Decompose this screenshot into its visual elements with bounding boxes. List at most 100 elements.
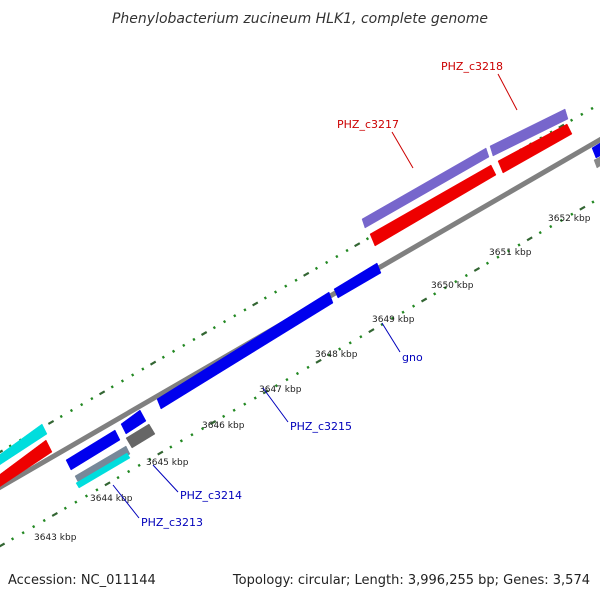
inner-ring-minor-tick (42, 518, 46, 523)
outer-ring-minor-tick (8, 444, 12, 448)
inner-ring-major-tick (209, 420, 217, 425)
inner-ring-minor-tick (127, 469, 131, 474)
inner-ring-minor-tick (433, 292, 437, 296)
outer-ring-minor-tick (243, 308, 247, 312)
inner-ring-minor-tick (411, 304, 416, 308)
gene-feature-gno (333, 262, 382, 299)
outer-ring-minor-tick (90, 397, 94, 401)
inner-ring-major-tick (0, 542, 6, 548)
scale-label: 3651 kbp (489, 248, 532, 258)
outer-ring-minor-tick (569, 118, 574, 122)
outer-ring-major-tick (558, 123, 565, 129)
inner-ring-major-tick (157, 450, 164, 456)
outer-ring-major-tick (98, 390, 106, 396)
inner-ring-minor-tick (253, 396, 257, 400)
gene-feature-red (0, 439, 53, 487)
inner-ring-major-tick (315, 358, 322, 364)
inner-tick-ring (0, 200, 595, 548)
gene-feature-phz-c3218 (489, 108, 569, 157)
inner-ring-minor-tick (190, 433, 194, 437)
gene-label: PHZ_c3218 (441, 60, 503, 73)
inner-ring-minor-tick (454, 280, 458, 284)
scale-label: 3648 kbp (315, 350, 358, 360)
scale-label: 3652 kbp (548, 214, 591, 224)
gene-label-leader (262, 387, 289, 423)
outer-ring-major-tick (0, 449, 4, 454)
gene-feature-cyan (0, 423, 48, 466)
gene-feature-blue (65, 429, 121, 471)
gene-label: PHZ_c3213 (141, 516, 203, 529)
outer-ring-minor-tick (161, 355, 165, 359)
inner-ring-minor-tick (148, 457, 152, 461)
inner-ring-minor-tick (222, 414, 226, 418)
scale-label: 3646 kbp (202, 421, 245, 431)
inner-ring-minor-tick (559, 218, 563, 223)
inner-ring-minor-tick (359, 335, 363, 339)
outer-ring-major-tick (303, 271, 310, 277)
inner-ring-major-tick (51, 511, 58, 517)
gene-features (0, 108, 600, 489)
outer-ring-major-tick (354, 242, 361, 248)
inner-ring-minor-tick (517, 243, 521, 247)
gene-label-leader (497, 73, 518, 111)
gene-label: gno (402, 351, 423, 364)
outer-ring-minor-tick (192, 337, 196, 342)
inner-ring-major-tick (104, 481, 111, 487)
inner-ring-minor-tick (443, 286, 447, 290)
outer-ring-minor-tick (580, 112, 584, 116)
gene-feature-red (497, 123, 573, 174)
gene-label: PHZ_c3217 (337, 118, 399, 131)
outer-ring-major-tick (200, 331, 208, 336)
map-title: Phenylobacterium zucineum HLK1, complete… (112, 11, 488, 27)
inner-ring-minor-tick (200, 427, 205, 431)
inner-ring-minor-tick (570, 212, 574, 216)
scale-label: 3647 kbp (259, 385, 302, 395)
outer-ring-minor-tick (141, 367, 145, 371)
inner-ring-minor-tick (485, 261, 490, 265)
outer-ring-minor-tick (263, 296, 267, 300)
outer-ring-minor-tick (212, 326, 216, 330)
outer-ring-minor-tick (549, 130, 553, 134)
inner-ring-minor-tick (464, 273, 468, 278)
gene-feature-blue-edge (591, 142, 600, 159)
outer-ring-minor-tick (182, 343, 186, 347)
outer-ring-minor-tick (590, 106, 594, 111)
inner-ring-minor-tick (21, 531, 25, 535)
outer-ring-minor-tick (294, 278, 298, 282)
outer-ring-minor-tick (345, 248, 349, 253)
gene-feature-phz-c3215 (156, 291, 334, 410)
outer-ring-minor-tick (80, 403, 84, 407)
inner-ring-minor-tick (306, 365, 310, 369)
inner-ring-minor-tick (32, 525, 36, 529)
gene-label: PHZ_c3215 (290, 420, 352, 433)
inner-ring-minor-tick (10, 537, 15, 541)
inner-ring-minor-tick (232, 408, 236, 412)
accession-text: Accession: NC_011144 (8, 573, 156, 588)
inner-ring-minor-tick (549, 224, 553, 229)
outer-ring-minor-tick (325, 260, 329, 265)
outer-ring-major-tick (149, 360, 157, 366)
inner-ring-minor-tick (401, 310, 405, 314)
inner-ring-major-tick (579, 205, 586, 211)
gene-label-leaders (112, 73, 518, 519)
gene-feature-cyan (75, 452, 131, 489)
inner-ring-major-tick (420, 297, 428, 303)
outer-ring-major-tick (252, 301, 259, 307)
gene-label-leader (152, 464, 179, 493)
inner-ring-minor-tick (327, 353, 331, 357)
outer-ring-minor-tick (314, 266, 319, 270)
outer-ring-minor-tick (273, 290, 278, 294)
inner-ring-minor-tick (285, 378, 289, 382)
scale-labels: 3643 kbp 3644 kbp 3645 kbp 3646 kbp 3647 kbp… (34, 214, 591, 543)
inner-ring-minor-tick (116, 476, 120, 480)
scale-label: 3650 kbp (431, 281, 474, 291)
outer-ring-minor-tick (110, 385, 114, 389)
gene-label-leader (391, 131, 414, 169)
outer-ring-minor-tick (233, 314, 237, 318)
inner-ring-minor-tick (348, 341, 352, 345)
inner-ring-minor-tick (179, 439, 184, 443)
outer-ring-major-tick (47, 419, 55, 425)
outer-ring-minor-tick (120, 379, 125, 383)
gene-feature-gray-edge (593, 156, 600, 169)
inner-ring-major-tick (368, 328, 375, 334)
